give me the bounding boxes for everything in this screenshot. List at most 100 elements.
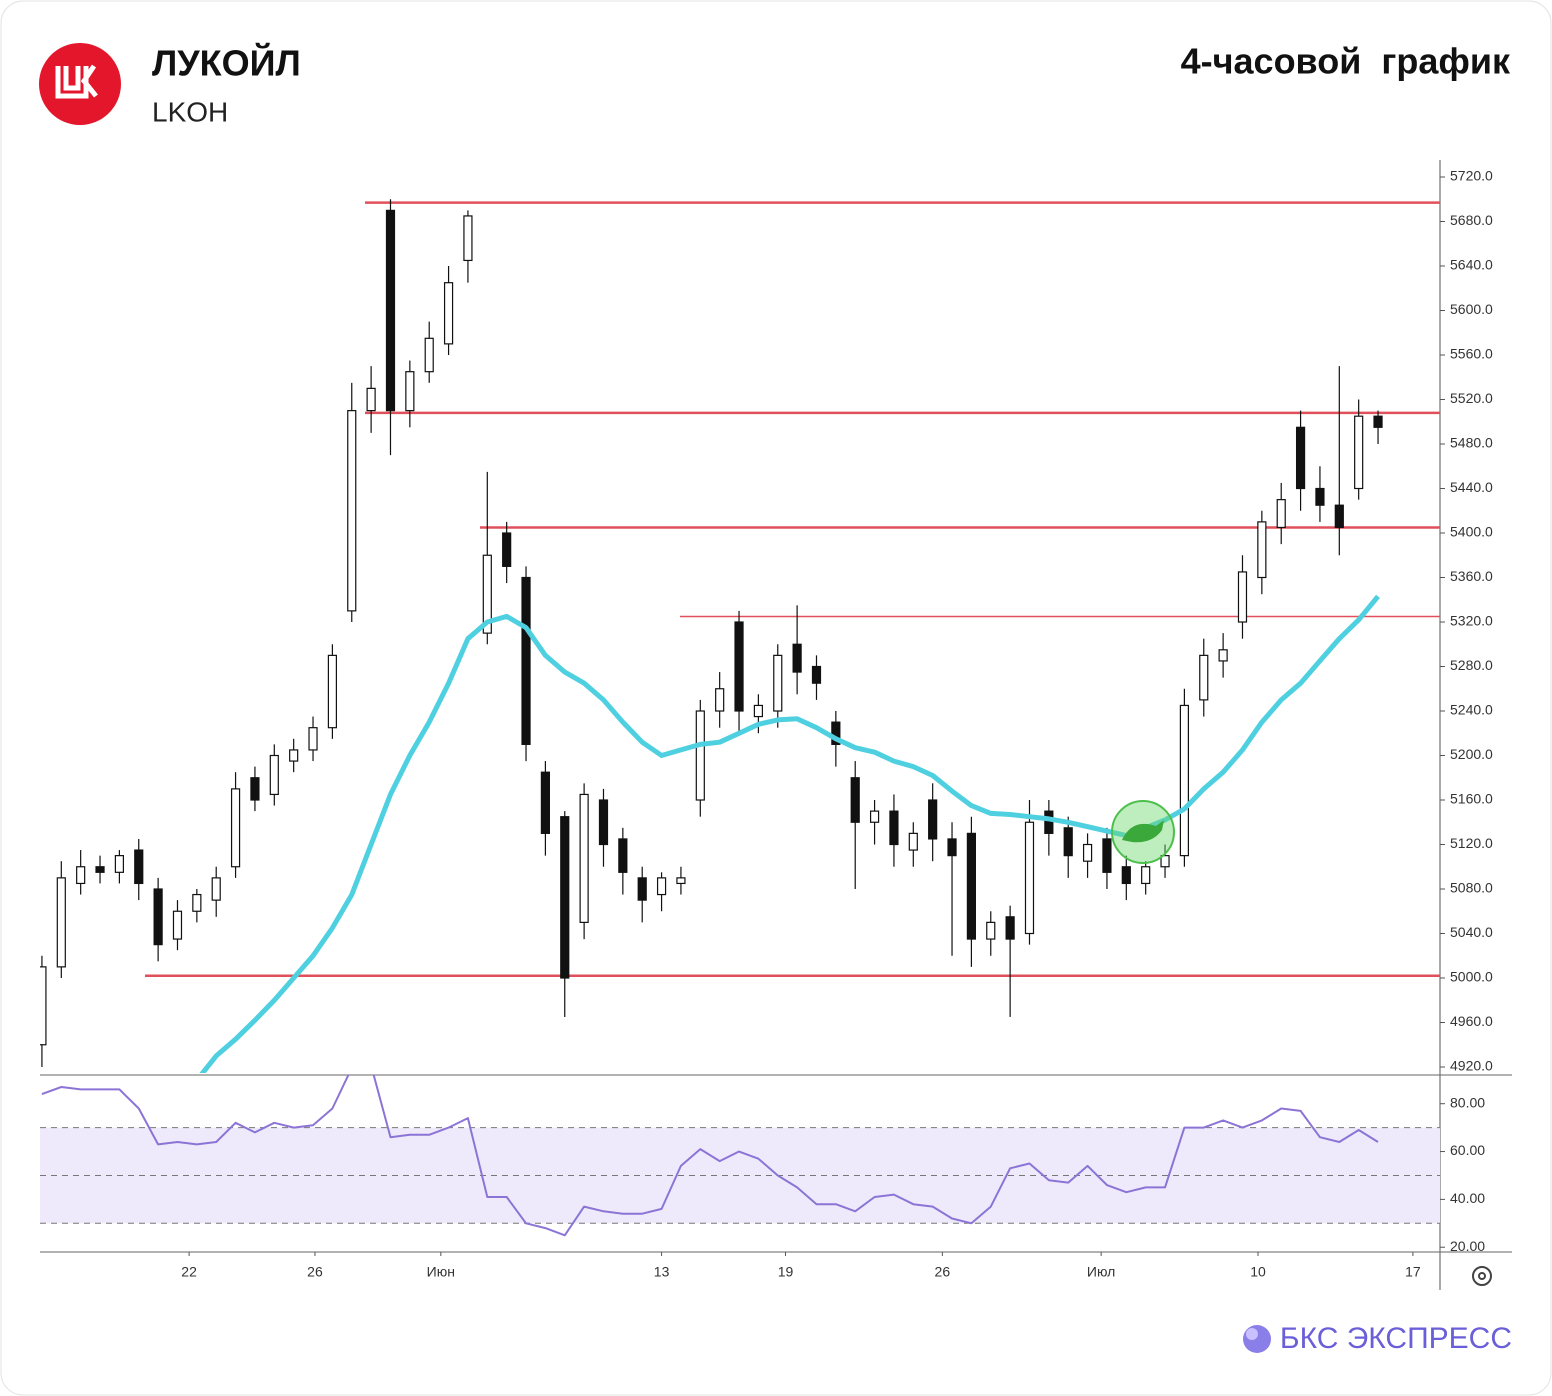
rsi-line [41,1075,1379,1237]
candle-body [1199,654,1209,701]
candle-body [908,832,918,851]
candle-body [424,337,434,373]
y-tick-label: 5280.0 [1450,657,1493,673]
candle-body [986,921,996,940]
candle-body [1354,415,1364,490]
y-tick-label: 5040.0 [1450,924,1493,940]
candle-body [676,877,686,885]
candle-body [1373,415,1383,428]
candle-body [947,838,957,857]
candle-body [1082,843,1093,862]
signal-icon [1111,800,1175,864]
candle-body [656,877,667,896]
candle-body [250,777,260,801]
y-tick-label: 5360.0 [1450,568,1493,584]
y-tick-label: 5720.0 [1450,168,1493,184]
x-tick-label: 17 [1405,1264,1421,1280]
y-tick-label: 5200.0 [1450,746,1493,762]
brand: БКС ЭКСПРЕСС [1280,1322,1512,1355]
candle-body [1295,426,1306,490]
y-tick-label: 5160.0 [1450,791,1493,807]
y-tick-label: 4920.0 [1450,1058,1493,1074]
moving-average [199,594,1380,1073]
candle-body [1005,916,1015,940]
candle-body [695,710,705,801]
candle-body [40,966,47,1046]
logo [39,43,121,125]
candle-body [1044,810,1054,834]
candle-body [1024,821,1035,935]
timeframe: 4-часовой график [1181,41,1511,82]
candle-body [327,654,337,729]
candle-body [308,727,318,751]
x-tick-label: Июл [1087,1264,1115,1280]
x-tick-label: 26 [307,1264,323,1280]
y-tick-label: 4960.0 [1450,1013,1493,1029]
candle-body [792,643,802,673]
candle-body [579,793,589,923]
candle-body [269,754,279,796]
candle-body [1121,866,1131,885]
y-tick-label: 5000.0 [1450,969,1493,985]
y2-tick-label: 40.00 [1450,1190,1485,1206]
candle-body [1218,649,1228,662]
y-tick-label: 5320.0 [1450,613,1493,629]
candle-body [1160,855,1170,868]
candle-body [1315,487,1325,506]
candle-body [443,282,454,345]
x-tick-label: 26 [935,1264,951,1280]
y2-tick-label: 80.00 [1450,1094,1485,1110]
y-tick-label: 5080.0 [1450,880,1493,896]
x-tick-label: Июн [427,1264,455,1280]
candle-body [192,893,202,912]
candle-body [153,888,163,946]
candle-body [366,387,376,412]
candle-body [1237,571,1248,623]
candle-body [347,410,357,612]
x-tick-label: 13 [654,1264,670,1280]
candle-body [1102,838,1112,873]
candle-body [560,816,570,979]
candle-body [502,532,512,567]
x-tick-label: 19 [778,1264,794,1280]
candle-body [1063,827,1073,857]
brand-logo [1243,1325,1271,1353]
ticker: LKOH [152,96,228,127]
y-tick-label: 5520.0 [1450,390,1493,406]
candle-body [889,810,899,846]
y2-tick-label: 20.00 [1450,1238,1485,1254]
candle-body [114,855,124,873]
candle-body [56,877,66,968]
candle-body [289,749,299,762]
candle-body [928,799,938,840]
candle-body [1276,499,1286,529]
y-tick-label: 5640.0 [1450,257,1493,273]
candle-body [134,849,144,885]
y-tick-label: 5440.0 [1450,479,1493,495]
candle-body [966,832,976,940]
y-tick-label: 5120.0 [1450,835,1493,851]
candle-body [618,838,628,873]
title: ЛУКОЙЛ [152,42,301,84]
y-tick-label: 5560.0 [1450,346,1493,362]
candle-body [598,799,609,846]
candle-body [869,810,880,823]
candle-body [540,771,550,834]
candle-body [76,866,86,885]
candle-body [1257,521,1267,579]
candle-body [811,665,822,684]
candle-body [1334,504,1344,529]
settings-icon[interactable] [1472,1266,1492,1286]
y-tick-label: 5400.0 [1450,524,1493,540]
candle-body [753,704,763,718]
x-tick-label: 22 [181,1264,197,1280]
candle-body [831,721,841,745]
candle-body [773,654,783,712]
candle-body [405,371,415,412]
candle-body [850,777,860,823]
x-tick-label: 10 [1250,1264,1266,1280]
candle-body [482,554,492,634]
candle-body [1179,704,1189,857]
